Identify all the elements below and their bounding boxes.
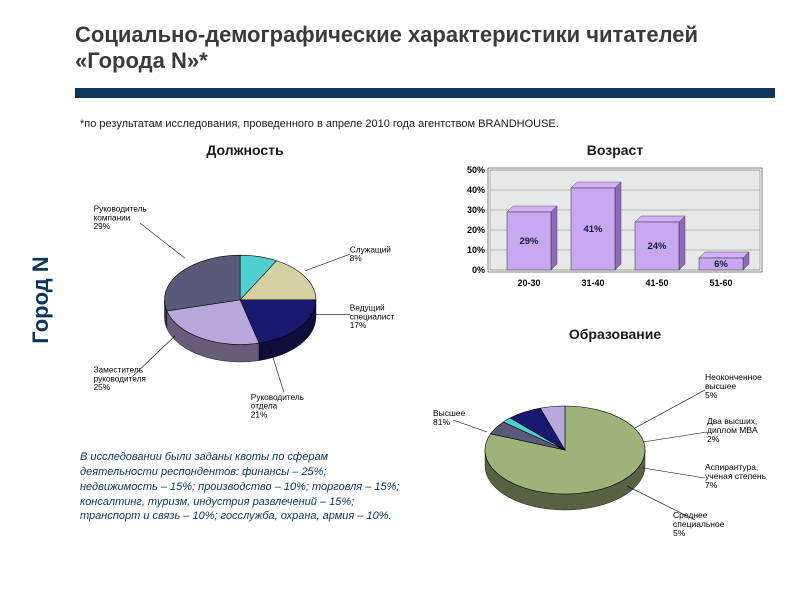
title-rule [75, 88, 775, 98]
svg-text:0%: 0% [472, 265, 485, 275]
page-title: Социально-демографические характеристики… [75, 22, 775, 75]
svg-text:31-40: 31-40 [581, 278, 604, 288]
svg-text:24%: 24% [647, 241, 667, 252]
svg-text:Заместительруководителя25%: Заместительруководителя25% [94, 366, 146, 392]
position-pie-chart: Служащий8% Ведущийспециалист17% Руководите… [80, 165, 410, 425]
svg-text:41-50: 41-50 [645, 278, 668, 288]
svg-text:Служащий8%: Служащий8% [350, 245, 391, 263]
svg-text:20%: 20% [467, 225, 485, 235]
slide-content: Социально-демографические характеристики… [60, 0, 800, 600]
svg-text:Руководительотдела21%: Руководительотдела21% [251, 393, 304, 419]
education-pie-chart: Высшее81% Неоконченноевысшее5% Два высших,… [425, 340, 795, 550]
svg-text:Ведущийспециалист17%: Ведущийспециалист17% [350, 304, 395, 330]
svg-text:20-30: 20-30 [517, 278, 540, 288]
svg-text:Руководителькомпании29%: Руководителькомпании29% [94, 205, 147, 231]
svg-text:10%: 10% [467, 245, 485, 255]
brand-strip: Город N [0, 0, 48, 600]
svg-text:Неоконченноевысшее5%: Неоконченноевысшее5% [705, 372, 762, 400]
brand-logo: Город N [28, 256, 54, 343]
section-title-position: Должность [115, 142, 375, 158]
research-note: В исследовании были заданы квоты по сфер… [80, 450, 400, 524]
svg-text:50%: 50% [467, 165, 485, 175]
footnote: *по результатам исследования, проведенно… [80, 118, 780, 130]
svg-text:30%: 30% [467, 205, 485, 215]
svg-text:29%: 29% [519, 236, 539, 247]
svg-text:41%: 41% [583, 224, 603, 235]
svg-text:Высшее81%: Высшее81% [433, 408, 466, 427]
svg-text:40%: 40% [467, 185, 485, 195]
svg-text:6%: 6% [714, 259, 728, 270]
svg-text:Среднееспециальное5%: Среднееспециальное5% [673, 510, 725, 538]
age-bar-chart: 0% 10% 20% 30% 40% 50% 29% 20-30 41% 31-40 24% 41-5… [440, 160, 780, 310]
svg-text:51-60: 51-60 [709, 278, 732, 288]
svg-text:Аспирантура,ученая степень7%: Аспирантура,ученая степень7% [705, 462, 767, 490]
svg-text:Два высших,диплом MBA2%: Два высших,диплом MBA2% [707, 416, 758, 444]
section-title-age: Возраст [500, 142, 730, 158]
